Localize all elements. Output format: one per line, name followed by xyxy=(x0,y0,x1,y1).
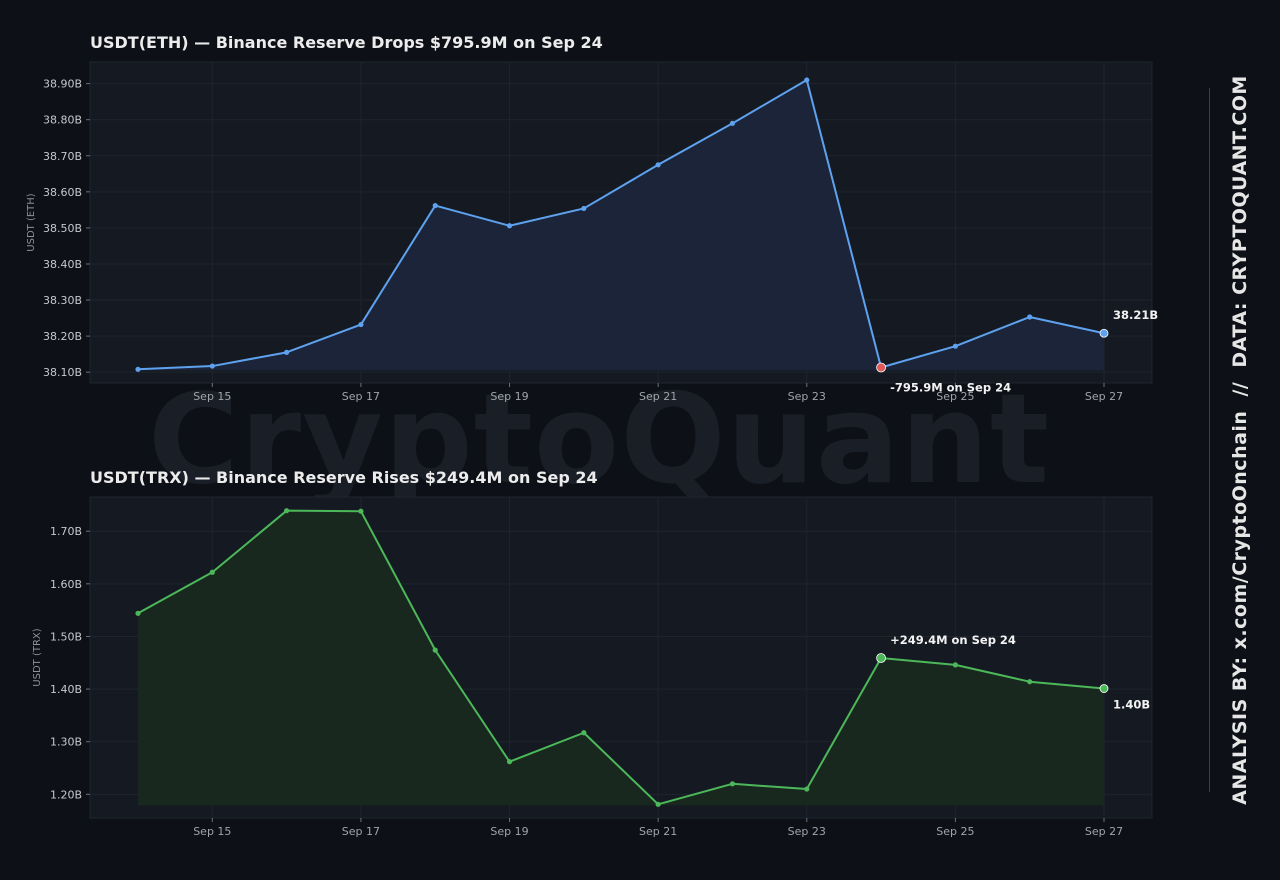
trx-data-point xyxy=(581,730,587,736)
eth-data-point xyxy=(952,343,958,349)
eth-data-point xyxy=(1027,314,1033,320)
eth-data-point xyxy=(135,366,141,372)
eth-data-point xyxy=(506,223,513,229)
eth-xtick-label: Sep 17 xyxy=(342,390,380,403)
eth-data-point xyxy=(358,321,364,328)
eth-y-axis-label: USDT (ETH) xyxy=(26,193,37,252)
eth-ytick-label: 38.90B xyxy=(43,78,82,91)
chart-trx: 1.20B 1.30B 1.40B 1.50B 1.60B 1.70B Sep 15 Sep … xyxy=(32,496,1153,838)
trx-ytick-label: 1.40B xyxy=(50,683,82,696)
eth-ytick-label: 38.30B xyxy=(43,294,82,307)
trx-data-point xyxy=(804,786,810,792)
trx-data-point xyxy=(1027,679,1033,685)
trx-data-point xyxy=(135,610,141,616)
watermark: CryptoQuant xyxy=(148,368,1051,512)
trx-area-fill xyxy=(138,510,1104,806)
eth-data-point xyxy=(804,77,810,83)
eth-data-point xyxy=(581,205,587,212)
eth-xtick-label: Sep 23 xyxy=(788,390,826,403)
trx-data-point xyxy=(506,759,513,765)
eth-xtick-label: Sep 25 xyxy=(936,390,974,403)
trx-data-point xyxy=(284,508,290,514)
credit-separator: // xyxy=(1229,381,1251,397)
eth-ytick-label: 38.20B xyxy=(43,330,82,343)
trx-last-value-label: 1.40B xyxy=(1113,698,1150,712)
eth-xtick-label: Sep 19 xyxy=(490,390,528,403)
eth-ytick-label: 38.40B xyxy=(43,258,82,271)
trx-xtick-label: Sep 23 xyxy=(788,825,826,838)
sidebar-divider xyxy=(1209,88,1210,792)
eth-ytick-label: 38.50B xyxy=(43,222,82,235)
eth-ytick-label: 38.10B xyxy=(43,366,82,379)
eth-xtick-label: Sep 21 xyxy=(639,390,677,403)
trx-data-point xyxy=(952,662,958,668)
trx-data-point xyxy=(209,569,215,575)
trx-data-point xyxy=(655,801,661,807)
trx-xtick-label: Sep 19 xyxy=(490,825,528,838)
trx-xtick-label: Sep 21 xyxy=(639,825,677,838)
trx-xtick-label: Sep 15 xyxy=(193,825,231,838)
trx-highlight-point xyxy=(876,653,886,663)
chart-eth: 38.10B 38.20B 38.30B 38.40B 38.50B 38.60B 38.7… xyxy=(26,61,1158,403)
eth-xtick-label: Sep 15 xyxy=(193,390,231,403)
trx-ytick-label: 1.20B xyxy=(50,788,82,801)
eth-data-point xyxy=(209,363,215,369)
eth-ytick-label: 38.70B xyxy=(43,150,82,163)
eth-ytick-label: 38.80B xyxy=(43,114,82,127)
eth-data-point xyxy=(729,120,736,126)
trx-data-point xyxy=(729,781,736,787)
eth-last-point xyxy=(1099,328,1109,338)
trx-data-point xyxy=(432,647,438,653)
eth-highlight-label: -795.9M on Sep 24 xyxy=(890,380,1011,394)
trx-ytick-label: 1.30B xyxy=(50,736,82,749)
eth-series-line xyxy=(137,79,1105,371)
trx-series-line xyxy=(137,509,1105,806)
eth-data-point xyxy=(655,162,661,168)
sidebar-credit: ANALYSIS BY: x.com/CryptoOnchain // DATA: … xyxy=(1229,75,1251,805)
analysis-credit: ANALYSIS BY: x.com/CryptoOnchain xyxy=(1229,410,1251,805)
eth-data-point xyxy=(284,349,290,355)
eth-ytick-label: 38.60B xyxy=(43,186,82,199)
trx-data-point xyxy=(358,508,364,514)
trx-xtick-label: Sep 25 xyxy=(936,825,974,838)
chart-title-trx: USDT(TRX) — Binance Reserve Rises $249.4… xyxy=(90,468,598,487)
trx-ytick-label: 1.60B xyxy=(50,578,82,591)
trx-last-point xyxy=(1099,684,1109,693)
trx-highlight-label: +249.4M on Sep 24 xyxy=(890,633,1016,647)
trx-xtick-label: Sep 17 xyxy=(342,825,380,838)
trx-y-axis-label: USDT (TRX) xyxy=(32,628,43,686)
chart-title-eth: USDT(ETH) — Binance Reserve Drops $795.9… xyxy=(90,33,603,52)
data-credit: DATA: CRYPTOQUANT.COM xyxy=(1229,75,1251,368)
eth-data-point xyxy=(432,202,438,209)
trx-xtick-label: Sep 27 xyxy=(1085,825,1123,838)
eth-xtick-label: Sep 27 xyxy=(1085,390,1123,403)
eth-highlight-point xyxy=(876,362,886,373)
eth-last-value-label: 38.21B xyxy=(1113,308,1158,322)
trx-ytick-label: 1.50B xyxy=(50,630,82,643)
trx-ytick-label: 1.70B xyxy=(50,525,82,538)
